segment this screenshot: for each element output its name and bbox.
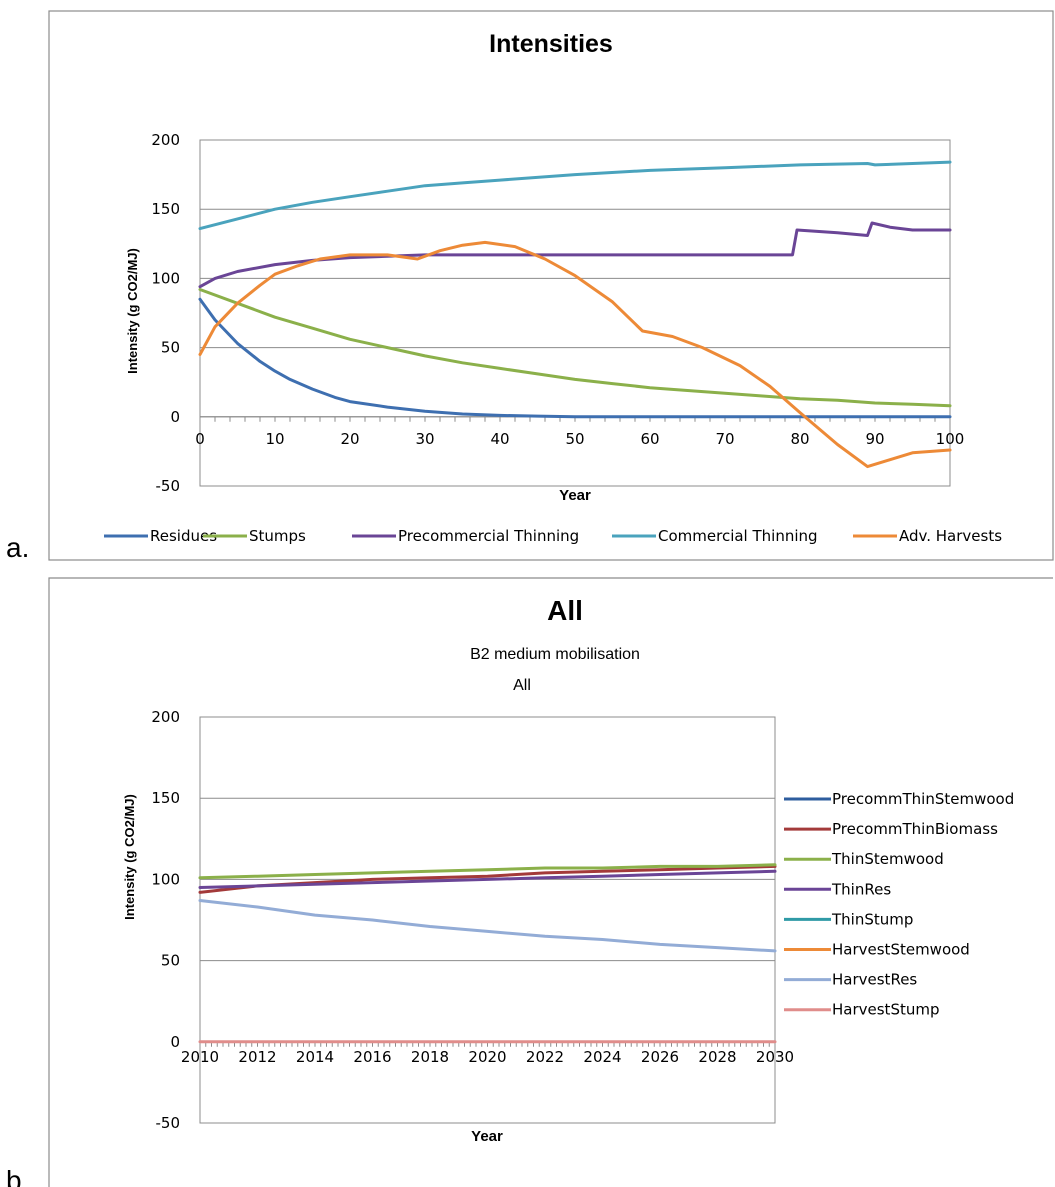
chart-a-y-tick-label: 200 [151,131,180,149]
series-line-residues [198,297,952,419]
legend-label-thinres: ThinRes [831,880,891,898]
legend-label-thinstump: ThinStump [831,910,913,928]
series-line-precommercial-thinning [198,221,952,289]
chart-a-y-tick-label: 100 [151,269,180,287]
chart-b-x-tick-label: 2022 [526,1048,564,1066]
chart-b-frame [48,577,1053,1187]
chart-b-x-tick-label: 2014 [296,1048,334,1066]
chart-b-y-tick-label: 200 [151,708,180,726]
chart-b-x-tick-label: 2010 [181,1048,219,1066]
chart-b-subtitle: B2 medium mobilisation [470,646,640,663]
chart-a-y-tick-label: 50 [161,339,180,357]
chart-a-legend: Residues Stumps Precommercial Thinning Comm… [104,527,1002,545]
chart-a-y-tick-label: 0 [170,408,180,426]
legend-label-stumps: Stumps [249,527,306,545]
chart-b-y-tick-label: 150 [151,789,180,807]
legend-label-adv-harvests: Adv. Harvests [899,527,1002,545]
chart-a-frame [48,10,1054,561]
chart-a-x-tick-label: 10 [265,430,284,448]
chart-b-y-tick-label: 100 [151,870,180,888]
chart-a-plot: -50 0 50 100 150 200 0 10 20 30 40 50 60 70 80 90 100 [151,131,964,495]
series-line-thinstemwood [198,863,777,880]
chart-a-x-tick-label: 80 [790,430,809,448]
legend-label-commercial-thinning: Commercial Thinning [658,527,818,545]
series-line-adv-harvests [198,240,952,469]
chart-b-legend: PrecommThinStemwood PrecommThinBiomass Thi… [784,790,1014,1019]
series-line-harvestres [198,899,777,953]
chart-a-x-tick-label: 50 [565,430,584,448]
chart-b-x-tick-label: 2018 [411,1048,449,1066]
series-line-stumps [198,288,952,408]
chart-b-x-tick-label: 2028 [698,1048,736,1066]
chart-b-y-tick-label: -50 [156,1114,181,1132]
chart-b-x-tick-label: 2016 [353,1048,391,1066]
chart-a-x-tick-label: 30 [415,430,434,448]
chart-a-ylabel: Intensity (g CO2/MJ) [125,248,140,374]
chart-a-x-tick-label: 90 [865,430,884,448]
chart-b-ylabel: Intensity (g CO2/MJ) [122,794,137,920]
chart-b-x-tick-label: 2026 [641,1048,679,1066]
chart-b-plot: -50 0 50 100 150 200 2010 2012 2014 2016 2018 2020 2… [151,708,794,1132]
chart-b-x-tick-label: 2030 [756,1048,794,1066]
legend-label-precommthinstemwood: PrecommThinStemwood [832,790,1014,808]
chart-a-y-tick-label: -50 [156,477,181,495]
legend-label-harveststemwood: HarvestStemwood [832,941,970,959]
series-line-thinres [198,869,777,889]
chart-a-x-tick-label: 100 [936,430,965,448]
chart-a-x-tick-label: 40 [490,430,509,448]
legend-label-precommthinbiomass: PrecommThinBiomass [832,820,998,838]
chart-b-subtitle-2: All [513,677,531,694]
legend-label-harvestres: HarvestRes [832,971,917,989]
chart-b-x-tick-label: 2024 [583,1048,621,1066]
chart-a-title: Intensities [489,30,613,58]
legend-label-harveststump: HarvestStump [832,1001,939,1019]
legend-label-precommercial-thinning: Precommercial Thinning [398,527,579,545]
chart-b-xlabel: Year [471,1128,503,1145]
chart-a-x-tick-label: 0 [195,430,205,448]
panel-label-b: b. [6,1165,29,1187]
chart-a-xlabel: Year [559,487,591,504]
chart-a-x-tick-label: 20 [340,430,359,448]
chart-b-x-tick-label: 2020 [468,1048,506,1066]
chart-a-x-tick-label: 60 [640,430,659,448]
panel-label-a: a. [6,532,29,563]
chart-b-y-tick-label: 0 [170,1033,180,1051]
legend-label-residues: Residues [150,527,217,545]
series-line-commercial-thinning [198,160,952,231]
chart-a-x-tick-label: 70 [715,430,734,448]
chart-b-plot-area [199,716,776,1124]
chart-b-title: All [547,595,583,626]
legend-label-thinstemwood: ThinStemwood [831,850,944,868]
chart-b-x-tick-label: 2012 [238,1048,276,1066]
chart-a-y-tick-label: 150 [151,200,180,218]
chart-b-y-tick-label: 50 [161,952,180,970]
